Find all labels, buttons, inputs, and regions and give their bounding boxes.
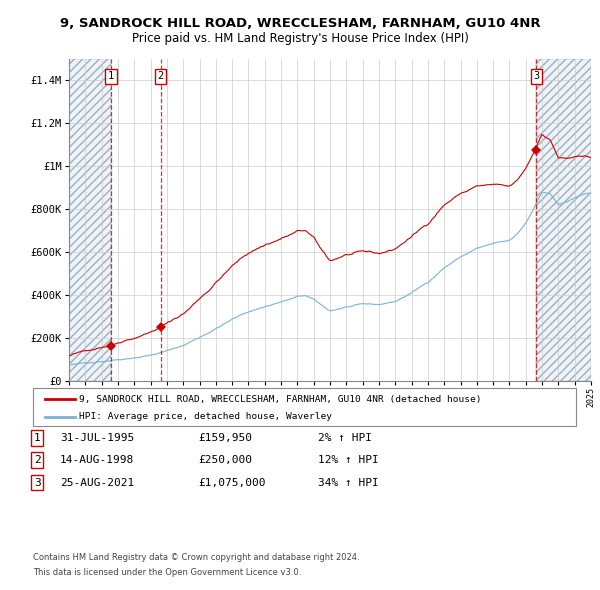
Bar — [536, 59, 591, 381]
Text: 2% ↑ HPI: 2% ↑ HPI — [318, 433, 372, 442]
Text: £159,950: £159,950 — [198, 433, 252, 442]
Text: 1: 1 — [108, 71, 114, 81]
Bar — [69, 59, 111, 381]
Text: This data is licensed under the Open Government Licence v3.0.: This data is licensed under the Open Gov… — [33, 568, 301, 577]
Bar — [536, 59, 591, 381]
Text: 12% ↑ HPI: 12% ↑ HPI — [318, 455, 379, 465]
Text: 25-AUG-2021: 25-AUG-2021 — [60, 478, 134, 487]
Text: £1,075,000: £1,075,000 — [198, 478, 265, 487]
Text: 2: 2 — [158, 71, 164, 81]
Text: 9, SANDROCK HILL ROAD, WRECCLESHAM, FARNHAM, GU10 4NR: 9, SANDROCK HILL ROAD, WRECCLESHAM, FARN… — [59, 17, 541, 30]
Text: 31-JUL-1995: 31-JUL-1995 — [60, 433, 134, 442]
Text: £250,000: £250,000 — [198, 455, 252, 465]
Text: 34% ↑ HPI: 34% ↑ HPI — [318, 478, 379, 487]
Bar — [69, 59, 111, 381]
Text: HPI: Average price, detached house, Waverley: HPI: Average price, detached house, Wave… — [79, 412, 332, 421]
Text: 9, SANDROCK HILL ROAD, WRECCLESHAM, FARNHAM, GU10 4NR (detached house): 9, SANDROCK HILL ROAD, WRECCLESHAM, FARN… — [79, 395, 482, 404]
Text: 14-AUG-1998: 14-AUG-1998 — [60, 455, 134, 465]
Text: 3: 3 — [34, 478, 41, 487]
Text: Price paid vs. HM Land Registry's House Price Index (HPI): Price paid vs. HM Land Registry's House … — [131, 32, 469, 45]
Text: 3: 3 — [533, 71, 539, 81]
Text: 1: 1 — [34, 433, 41, 442]
Text: 2: 2 — [34, 455, 41, 465]
Text: Contains HM Land Registry data © Crown copyright and database right 2024.: Contains HM Land Registry data © Crown c… — [33, 553, 359, 562]
